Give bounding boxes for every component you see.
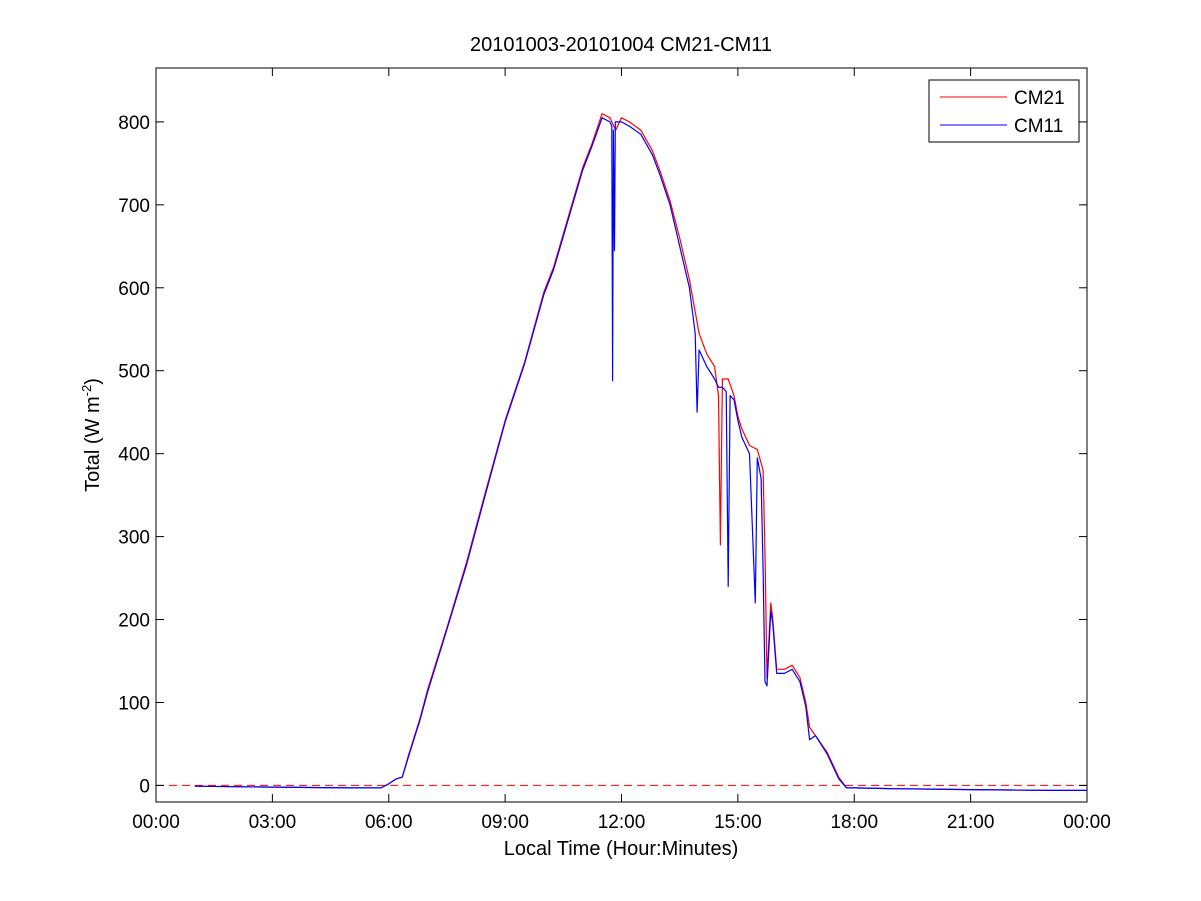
y-axis-label-end: )	[82, 378, 104, 385]
y-axis-label: Total (W m-2)	[79, 378, 104, 492]
y-tick-group: 0 100 200 300 400 500 600 700 800	[118, 113, 1087, 797]
y-tick-label: 800	[118, 113, 150, 134]
series-line-cm21	[194, 112, 1087, 792]
y-axis-label-superscript: -2	[79, 385, 94, 397]
x-tick-label: 18:00	[830, 812, 878, 833]
x-tick-label: 09:00	[481, 812, 529, 833]
x-tick-group: 00:00 03:00 06:00 09:00 12:00 15:00 18:00 21:00…	[132, 68, 1111, 833]
series-line-cm11	[194, 117, 1087, 792]
legend: CM21 CM11	[928, 79, 1080, 143]
chart-title: 20101003-20101004 CM21-CM11	[470, 34, 772, 56]
legend-label-cm21: CM21	[1014, 88, 1065, 109]
y-tick-label: 0	[139, 776, 150, 797]
x-axis-label: Local Time (Hour:Minutes)	[504, 838, 739, 860]
x-tick-label: 12:00	[598, 812, 646, 833]
y-tick-label: 600	[118, 279, 150, 300]
x-tick-label: 03:00	[249, 812, 297, 833]
legend-box	[928, 79, 1080, 143]
y-tick-label: 200	[118, 611, 150, 632]
x-tick-label: 00:00	[1063, 812, 1111, 833]
y-tick-label: 300	[118, 528, 150, 549]
y-axis-label-main: Total (W m	[82, 396, 104, 492]
series-group	[194, 112, 1087, 792]
y-tick-label: 700	[118, 196, 150, 217]
x-tick-label: 21:00	[947, 812, 995, 833]
legend-label-cm11: CM11	[1014, 116, 1063, 137]
x-tick-label: 15:00	[714, 812, 762, 833]
x-tick-label: 06:00	[365, 812, 413, 833]
y-tick-label: 500	[118, 362, 150, 383]
plot-frame	[155, 67, 1088, 803]
x-tick-label: 00:00	[132, 812, 180, 833]
y-tick-label: 100	[118, 693, 150, 714]
y-tick-label: 400	[118, 445, 150, 466]
